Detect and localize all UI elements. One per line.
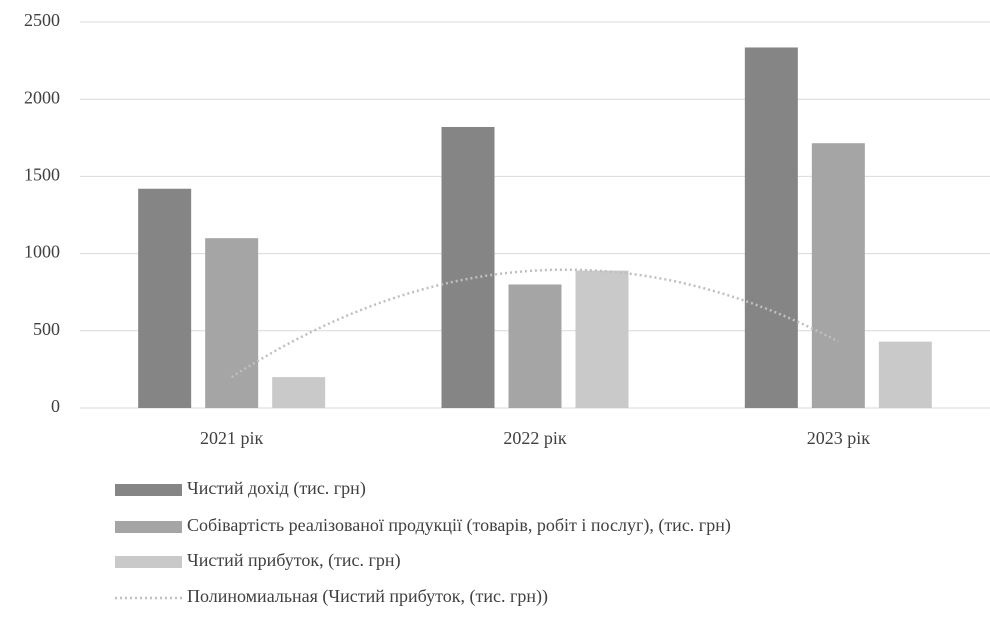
bar — [441, 126, 495, 408]
y-tick-label: 0 — [51, 396, 60, 416]
y-tick-label: 500 — [33, 319, 60, 339]
bar — [744, 47, 798, 408]
legend-label: Собівартість реалізованої продукції (тов… — [187, 515, 731, 536]
legend-label: Чистий прибуток, (тис. грн) — [187, 550, 401, 571]
bar — [205, 238, 259, 408]
y-tick-label: 2000 — [24, 87, 60, 107]
bar — [138, 188, 192, 408]
bar — [508, 284, 562, 408]
bar — [575, 270, 629, 408]
legend-swatch — [115, 484, 182, 496]
x-tick-label: 2021 рік — [200, 428, 264, 448]
bar — [878, 341, 932, 408]
trendline — [231, 268, 839, 379]
legend-swatch — [115, 556, 182, 568]
y-tick-label: 2500 — [24, 10, 60, 30]
x-tick-label: 2022 рік — [503, 428, 567, 448]
legend-label: Чистий дохід (тис. грн) — [187, 478, 366, 499]
x-tick-label: 2023 рік — [807, 428, 871, 448]
y-tick-label: 1500 — [24, 165, 60, 185]
legend-label: Полиномиальная (Чистий прибуток, (тис. г… — [187, 586, 548, 607]
y-tick-label: 1000 — [24, 242, 60, 262]
bar — [272, 377, 326, 408]
bar — [811, 143, 865, 409]
legend-swatch — [115, 521, 182, 533]
